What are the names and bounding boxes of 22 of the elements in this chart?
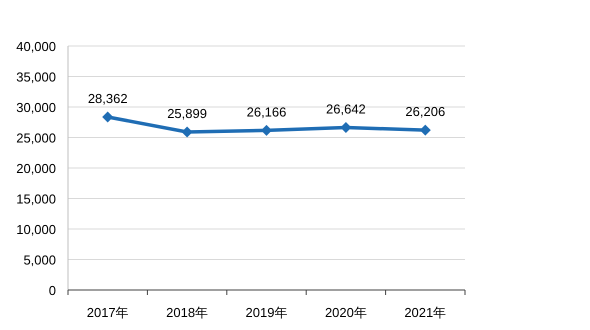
y-tick-label: 40,000 bbox=[16, 39, 56, 54]
data-label: 25,899 bbox=[167, 106, 207, 122]
data-label: 26,206 bbox=[405, 104, 446, 120]
y-tick-label: 20,000 bbox=[16, 161, 56, 176]
point bbox=[261, 124, 272, 136]
x-tick-label: 2017年 bbox=[86, 305, 129, 320]
y-tick-label: 5,000 bbox=[23, 252, 56, 268]
y-tick-label: 15,000 bbox=[16, 192, 56, 206]
data-label: 26,166 bbox=[246, 104, 286, 120]
y-tick-label: 0 bbox=[48, 283, 56, 298]
x-tick-label: 2018年 bbox=[166, 305, 208, 320]
y-tick-label: 35,000 bbox=[16, 70, 56, 84]
y-tick-label: 25,000 bbox=[16, 130, 56, 146]
y-tick-label: 30,000 bbox=[16, 100, 56, 115]
x-tick-label: 2021年 bbox=[404, 305, 446, 320]
y-tick-label: 10,000 bbox=[16, 222, 56, 237]
x-tick-label: 2020年 bbox=[324, 305, 367, 320]
point bbox=[102, 111, 114, 122]
point bbox=[420, 124, 431, 136]
data-label: 28,362 bbox=[88, 90, 128, 106]
data-label: 26,642 bbox=[326, 101, 366, 116]
x-tick-label: 2019年 bbox=[246, 305, 288, 320]
